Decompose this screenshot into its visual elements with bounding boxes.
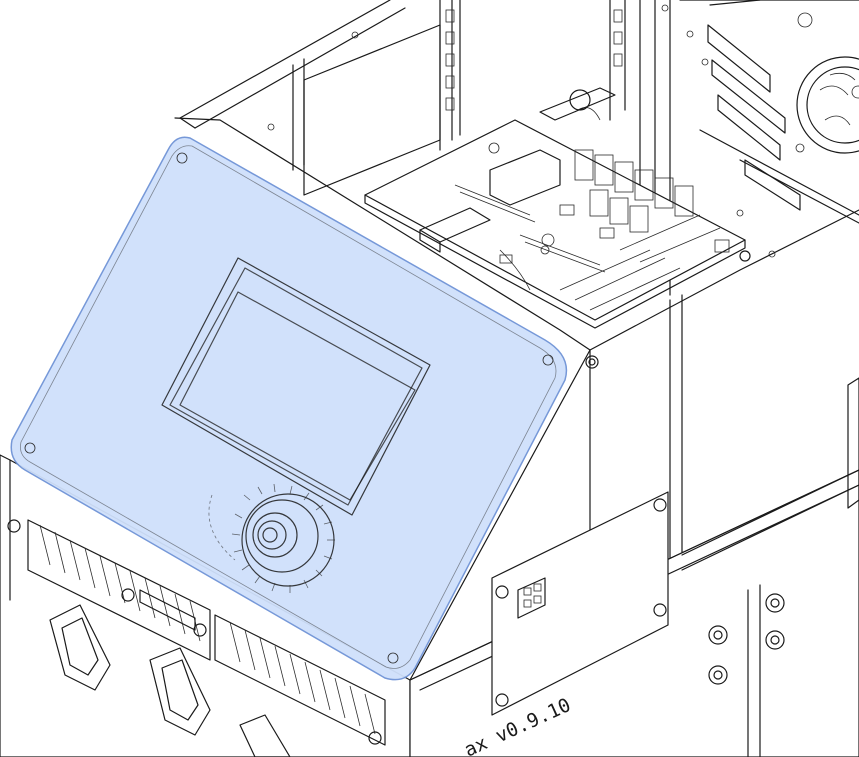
- right-side-panel: [679, 0, 859, 224]
- front-display-panel[interactable]: [10, 136, 568, 681]
- lcd-screen: [161, 257, 431, 516]
- connector-plate: [491, 491, 669, 716]
- logo-cutout-left: [49, 604, 291, 757]
- vent-grille-left: [7, 519, 386, 746]
- mainboard-pcb: [364, 87, 746, 329]
- side-connectors: [708, 593, 785, 685]
- panel-screw-holes: [24, 152, 554, 664]
- rotary-encoder-knob[interactable]: [208, 483, 335, 593]
- display-panel-highlight[interactable]: [10, 136, 568, 681]
